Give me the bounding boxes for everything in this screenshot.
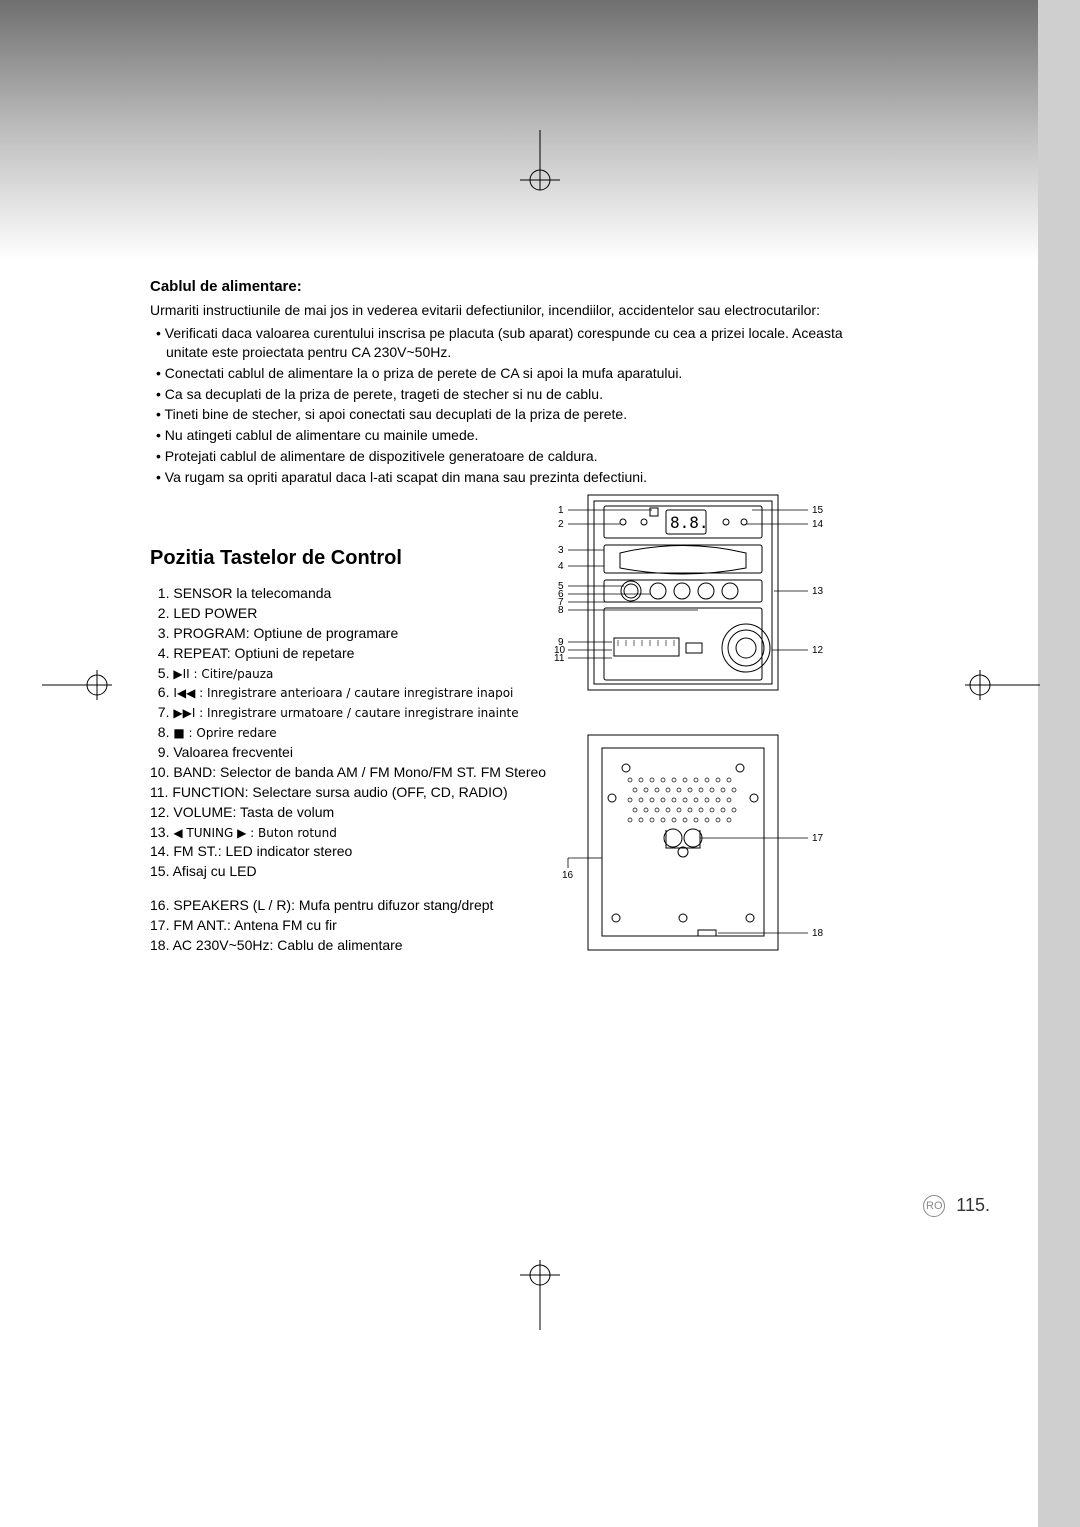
bullet: Protejati cablul de alimentare de dispoz… <box>156 447 870 466</box>
bullet: Tineti bine de stecher, si apoi conectat… <box>156 405 870 424</box>
svg-text:3: 3 <box>558 545 564 556</box>
svg-text:11: 11 <box>554 653 565 664</box>
svg-text:14: 14 <box>812 519 824 530</box>
crop-mark-left <box>42 650 122 720</box>
svg-text:12: 12 <box>812 645 824 656</box>
svg-text:15: 15 <box>812 505 824 516</box>
bullet: Va rugam sa opriti aparatul daca l-ati s… <box>156 468 870 487</box>
lang-badge: RO <box>923 1195 945 1217</box>
front-panel-diagram: 8.8. <box>548 490 828 700</box>
power-cable-bullets: Verificati daca valoarea curentului insc… <box>156 324 870 487</box>
bullet: Ca sa decuplati de la priza de perete, t… <box>156 385 870 404</box>
svg-text:13: 13 <box>812 586 824 597</box>
bullet: Verificati daca valoarea curentului insc… <box>156 324 870 362</box>
crop-mark-top <box>490 130 590 200</box>
list-item: 7. ▶▶I : Inregistrare urmatoare / cautar… <box>150 703 870 723</box>
power-cable-intro: Urmariti instructiunile de mai jos in ve… <box>150 301 870 320</box>
crop-mark-bottom <box>490 1260 590 1330</box>
page-number-value: 115. <box>956 1195 990 1215</box>
svg-text:17: 17 <box>812 833 824 844</box>
svg-text:2: 2 <box>558 519 564 530</box>
bullet: Nu atingeti cablul de alimentare cu main… <box>156 426 870 445</box>
svg-text:8.8.: 8.8. <box>670 513 709 532</box>
svg-text:4: 4 <box>558 561 564 572</box>
page-number: RO 115. <box>923 1195 990 1217</box>
right-stripe <box>1038 0 1080 1527</box>
rear-panel-diagram: 17 18 16 <box>548 730 828 955</box>
svg-text:16: 16 <box>562 870 574 881</box>
svg-text:1: 1 <box>558 505 564 516</box>
svg-text:8: 8 <box>558 605 564 616</box>
svg-text:18: 18 <box>812 928 824 939</box>
bullet: Conectati cablul de alimentare la o priz… <box>156 364 870 383</box>
power-cable-heading: Cablul de alimentare: <box>150 278 870 295</box>
crop-mark-right <box>960 650 1040 720</box>
